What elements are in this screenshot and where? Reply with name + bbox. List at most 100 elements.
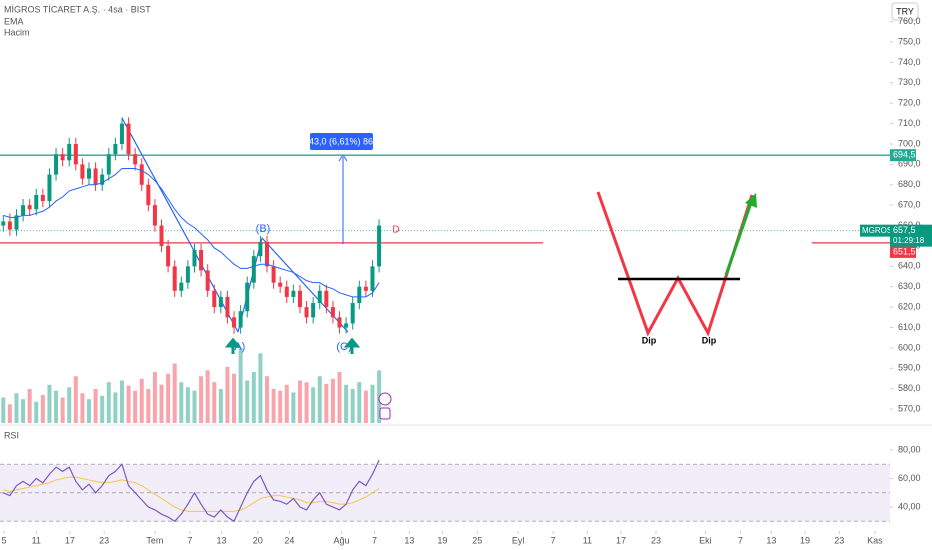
candle-body (225, 296, 230, 318)
candle-body (47, 174, 52, 202)
volume-bar (363, 390, 368, 423)
x-tick-label: 11 (583, 535, 592, 545)
x-tick-label: 7 (738, 535, 743, 545)
level-label: 651,5 (893, 246, 916, 256)
candle-body (166, 245, 171, 267)
volume-bar (67, 387, 72, 423)
volume-bar (7, 404, 12, 423)
candle-body (317, 290, 322, 304)
candle-body (205, 270, 210, 291)
volume-bar (284, 384, 289, 423)
event-icon[interactable] (378, 392, 392, 406)
x-tick-label: 24 (284, 535, 294, 545)
level-label: 694,5 (893, 150, 916, 160)
rsi-ma-line (3, 476, 380, 512)
candle-body (119, 123, 124, 144)
candle-body (14, 215, 19, 230)
price-tag (890, 224, 932, 247)
volume-bar (87, 399, 91, 423)
y-tick-label: 590,0 (898, 363, 921, 373)
volume-bar (133, 390, 138, 423)
x-tick-label: Tem (146, 535, 163, 545)
candle-body (258, 241, 263, 257)
rsi-tick-label: 40,00 (898, 501, 921, 511)
currency[interactable]: TRY (896, 6, 914, 16)
x-tick-label: 20 (253, 535, 263, 545)
y-tick-label: 740,0 (898, 57, 921, 67)
y-tick-label: 600,0 (898, 342, 921, 352)
candle-body (377, 225, 382, 267)
candle-body (271, 266, 276, 283)
candle-body (34, 194, 39, 210)
candle-body (330, 307, 335, 318)
candle-body (344, 323, 349, 328)
candle-body (185, 266, 190, 283)
up-arrow (343, 337, 361, 354)
volume-bar (166, 373, 171, 423)
candle-body (179, 282, 184, 291)
volume-bar (291, 392, 296, 423)
candle-body (133, 154, 138, 165)
currency-button[interactable] (891, 2, 919, 21)
volume-bar (126, 385, 131, 423)
rsi-line (3, 459, 380, 523)
volume-bar (357, 382, 362, 423)
candle-body (139, 164, 144, 185)
volume-bar (73, 376, 78, 423)
y-tick-label: 630,0 (898, 281, 921, 291)
volume-bar (14, 393, 19, 423)
candle-body (152, 205, 157, 226)
x-tick-label: 23 (651, 535, 661, 545)
y-tick-label: 620,0 (898, 302, 921, 312)
x-tick-label: 17 (65, 535, 75, 545)
volume-bar (100, 395, 105, 423)
level-tag (890, 245, 916, 258)
candle-body (199, 250, 204, 271)
volume-bar (330, 378, 335, 423)
volume-bar (245, 380, 250, 423)
volume-bar (60, 397, 65, 423)
volume-bar (350, 389, 355, 423)
dip-label: Dip (642, 335, 657, 345)
volume-bar (238, 348, 243, 423)
volume-bar (251, 372, 256, 423)
candle-body (192, 250, 197, 267)
x-tick-label: 23 (834, 535, 844, 545)
indicator-label: Hacim (4, 27, 30, 37)
y-tick-label: 760,0 (898, 16, 921, 26)
volume-bar (304, 382, 309, 423)
volume-bar (80, 393, 85, 423)
x-tick-label: 7 (372, 535, 377, 545)
volume-bar (317, 376, 322, 423)
x-tick-label: Ağu (333, 535, 349, 545)
volume-bar (324, 383, 329, 423)
y-tick-label: 580,0 (898, 383, 921, 393)
y-tick-label: 690,0 (898, 159, 921, 169)
volume-bar (199, 376, 204, 423)
candle-body (146, 184, 151, 206)
volume-bar (225, 366, 230, 423)
candle-body (106, 154, 111, 175)
candle-body (232, 317, 237, 328)
candle-body (337, 317, 342, 328)
volume-bar (218, 389, 223, 423)
x-tick-label: 19 (800, 535, 810, 545)
x-tick-label: 25 (472, 535, 482, 545)
candle-body (93, 168, 98, 185)
volume-bar (106, 382, 111, 423)
symbol-tag (860, 224, 890, 237)
y-tick-label: 700,0 (898, 138, 921, 148)
volume-bar (34, 401, 39, 423)
y-tick-label: 720,0 (898, 98, 921, 108)
volume-bar (139, 378, 144, 423)
event-icon[interactable] (379, 407, 391, 420)
w-breakout (724, 199, 754, 276)
volume-bar (119, 380, 124, 423)
rsi-title: RSI (4, 430, 19, 440)
x-tick-label: Eki (699, 535, 712, 545)
candle-body (265, 241, 269, 267)
volume-bar (159, 384, 164, 423)
candle-body (212, 290, 217, 308)
candle-body (113, 143, 118, 155)
candle-body (27, 205, 32, 210)
